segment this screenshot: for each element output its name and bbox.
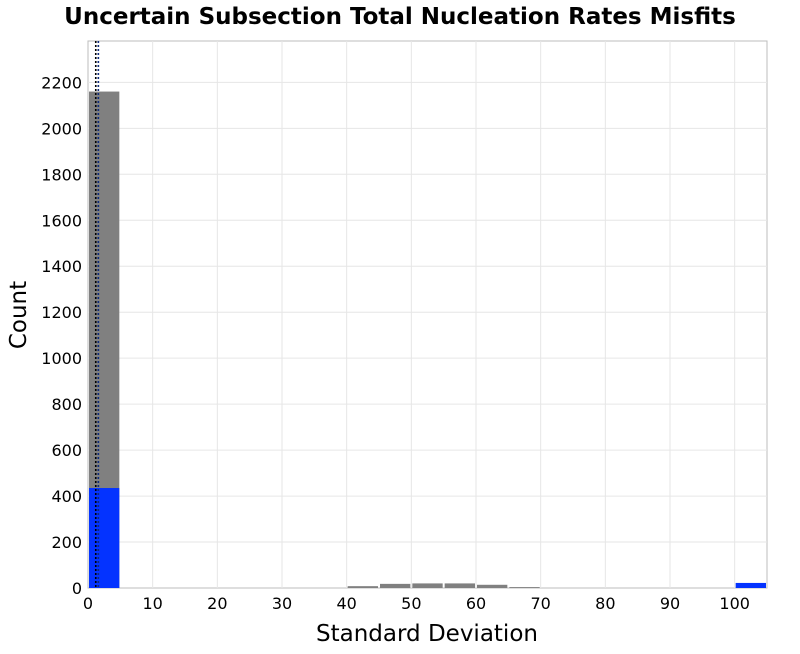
y-tick-label: 2200 bbox=[41, 73, 82, 92]
y-tick-label: 200 bbox=[51, 533, 82, 552]
y-tick-label: 1600 bbox=[41, 211, 82, 230]
x-tick-label: 100 bbox=[719, 594, 750, 613]
x-tick-label: 40 bbox=[336, 594, 356, 613]
tick-labels-layer: 0 10 20 30 40 50 60 70 80 90 100020040060080010001… bbox=[41, 73, 750, 613]
x-tick-label: 80 bbox=[595, 594, 615, 613]
y-tick-label: 600 bbox=[51, 441, 82, 460]
y-tick-label: 1400 bbox=[41, 257, 82, 276]
bars-layer bbox=[89, 91, 766, 589]
x-tick-label: 30 bbox=[272, 594, 292, 613]
y-axis-label: Count bbox=[6, 281, 32, 349]
grid-layer bbox=[88, 41, 767, 588]
x-tick-label: 50 bbox=[401, 594, 421, 613]
y-tick-label: 1200 bbox=[41, 303, 82, 322]
histogram-bar bbox=[477, 584, 508, 588]
y-tick-label: 0 bbox=[72, 579, 82, 598]
y-tick-label: 400 bbox=[51, 487, 82, 506]
reference-lines-layer bbox=[94, 41, 100, 588]
histogram-bar bbox=[444, 583, 475, 588]
x-tick-label: 60 bbox=[466, 594, 486, 613]
x-tick-label: 70 bbox=[530, 594, 550, 613]
histogram-bar bbox=[735, 582, 766, 588]
histogram-bar bbox=[380, 583, 411, 588]
y-tick-label: 1800 bbox=[41, 165, 82, 184]
chart-title: Uncertain Subsection Total Nucleation Ra… bbox=[64, 4, 736, 30]
x-axis-label: Standard Deviation bbox=[316, 621, 538, 647]
histogram-bar bbox=[509, 587, 540, 588]
histogram-bar bbox=[347, 586, 378, 588]
x-tick-label: 0 bbox=[83, 594, 93, 613]
y-tick-label: 800 bbox=[51, 395, 82, 414]
x-tick-label: 90 bbox=[660, 594, 680, 613]
y-tick-label: 2000 bbox=[41, 119, 82, 138]
y-tick-label: 1000 bbox=[41, 349, 82, 368]
x-tick-label: 10 bbox=[142, 594, 162, 613]
histogram-bar bbox=[412, 583, 443, 588]
histogram-bar bbox=[89, 488, 120, 588]
x-tick-label: 20 bbox=[207, 594, 227, 613]
plot-area bbox=[87, 40, 768, 589]
